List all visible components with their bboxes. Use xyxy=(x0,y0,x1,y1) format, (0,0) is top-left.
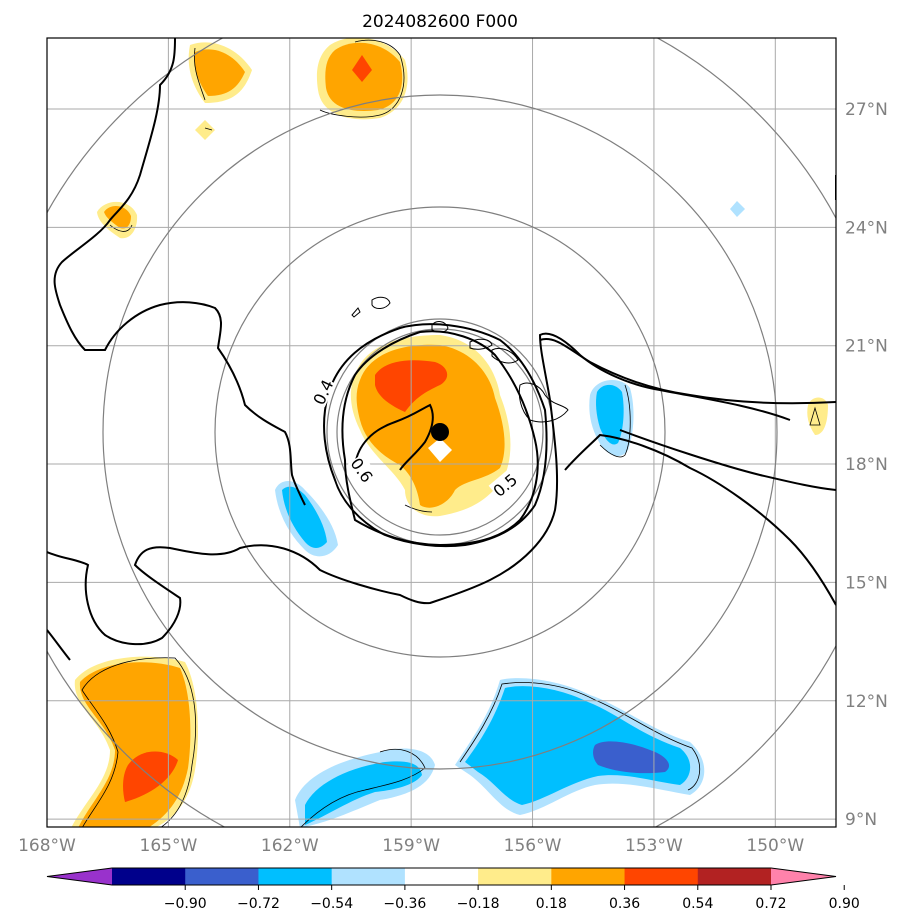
range-ring-4 xyxy=(102,94,778,770)
fill-negative-west xyxy=(282,486,327,548)
colorbar-bin xyxy=(112,868,186,885)
colorbar-tick-label: −0.36 xyxy=(383,896,426,912)
x-tick-label: 150°W xyxy=(746,836,804,856)
fill-negative-south-east-core xyxy=(593,741,670,774)
gridlines xyxy=(47,38,836,827)
contour-label-bg xyxy=(347,453,378,486)
y-tick-label: 27°N xyxy=(845,100,888,120)
map-panel: 0.40.6 0.5 xyxy=(47,38,836,827)
colorbar-tick-label: 0.54 xyxy=(682,896,713,912)
thin-contour-lines xyxy=(81,39,821,827)
colorbar-outline xyxy=(46,867,837,886)
map-frame xyxy=(46,37,837,828)
range-ring-1 xyxy=(336,328,544,536)
x-axis-ticks: 168°W 165°W 162°W 159°W 156°W 153°W 150°W xyxy=(18,836,804,856)
contour-inner-spiral xyxy=(354,403,434,471)
colorbar-tick-label: 0.36 xyxy=(609,896,640,912)
x-tick-label: 153°W xyxy=(625,836,683,856)
y-tick-label: 21°N xyxy=(845,337,888,357)
x-tick-label: 165°W xyxy=(140,836,198,856)
contour-0.5-center xyxy=(341,330,539,547)
contour-0.6-center xyxy=(323,323,548,548)
contour-0.4-western-band xyxy=(47,332,791,646)
x-tick-label: 162°W xyxy=(261,836,319,856)
contour-east-lower xyxy=(564,433,836,606)
filled-contours xyxy=(71,38,828,827)
fill-north-1 xyxy=(194,49,245,96)
y-tick-label: 12°N xyxy=(845,692,888,712)
contour-0.4-top-left xyxy=(53,38,306,506)
y-tick-label: 9°N xyxy=(845,810,877,830)
x-tick-label: 168°W xyxy=(18,836,76,856)
thick-contour-lines xyxy=(47,38,836,661)
y-axis-ticks: 9°N 12°N 15°N 18°N 21°N 24°N 27°N xyxy=(845,100,888,830)
contour-east-band xyxy=(539,338,836,405)
colorbar-tick-label: −0.72 xyxy=(237,896,280,912)
y-tick-label: 18°N xyxy=(845,455,888,475)
colorbar: −0.90 −0.72 −0.54 −0.36 −0.18 0.18 0.36 0.54 0.7… xyxy=(46,867,860,912)
y-tick-label: 24°N xyxy=(845,218,888,238)
colorbar-tick-label: 0.90 xyxy=(829,896,860,912)
colorbar-extend-high xyxy=(771,868,836,885)
colorbar-extend-low xyxy=(47,868,112,885)
colorbar-tick-label: 0.72 xyxy=(755,896,786,912)
fill-west-small xyxy=(104,206,131,229)
range-ring-3 xyxy=(214,206,666,658)
colorbar-tick-label: −0.18 xyxy=(457,896,500,912)
island-outlines xyxy=(351,296,569,423)
colorbar-tick-label: 0.18 xyxy=(536,896,567,912)
colorbar-bin xyxy=(331,868,406,885)
colorbar-bin xyxy=(697,868,772,885)
fill-negative-south-center xyxy=(305,761,422,825)
colorbar-tick-label: −0.54 xyxy=(310,896,353,912)
storm-center-marker xyxy=(431,423,449,441)
colorbar-tick-label: −0.90 xyxy=(164,896,207,912)
fill-center-eye xyxy=(428,438,452,462)
colorbar-bin xyxy=(624,868,699,885)
x-tick-label: 156°W xyxy=(504,836,562,856)
contour-label-bg xyxy=(308,375,336,408)
colorbar-bin xyxy=(185,868,259,885)
colorbar-bin xyxy=(551,868,626,885)
fill-negative-east xyxy=(596,384,624,445)
contour-west-lower xyxy=(47,629,71,661)
contour-label-bg xyxy=(488,468,521,500)
fill-negative-south-east xyxy=(465,686,691,805)
x-tick-label: 159°W xyxy=(382,836,440,856)
contour-east-far xyxy=(619,429,836,491)
colorbar-bin xyxy=(404,868,479,885)
y-tick-label: 15°N xyxy=(845,573,888,593)
colorbar-bin xyxy=(478,868,552,885)
colorbar-bin xyxy=(258,868,333,885)
fill-north-small xyxy=(195,120,215,140)
fill-negative-tiny xyxy=(730,201,745,217)
chart-title: 2024082600 F000 xyxy=(362,12,518,32)
fill-north-2-core xyxy=(352,55,372,82)
